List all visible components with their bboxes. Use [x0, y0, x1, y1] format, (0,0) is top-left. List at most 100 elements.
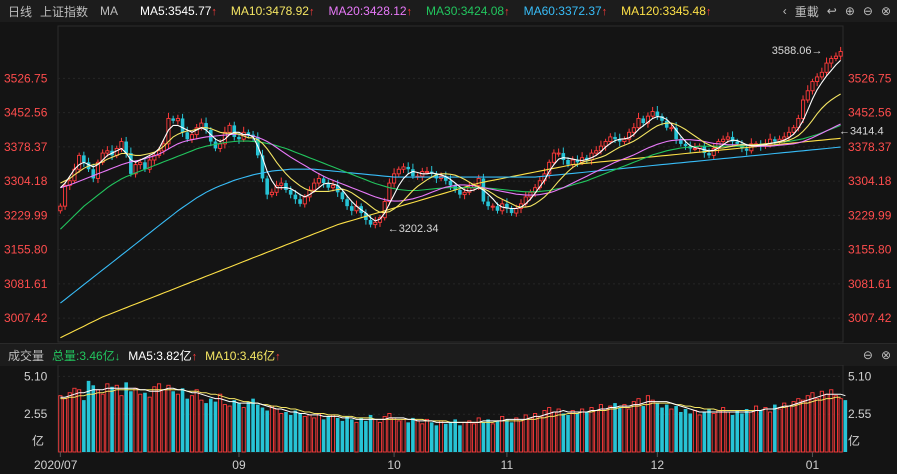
close-icon[interactable]: ⊗: [880, 348, 891, 362]
volume-bar-down: [82, 400, 86, 452]
candle-body-up: [133, 164, 138, 175]
candle-body-up: [138, 161, 143, 166]
volume-bar-up: [547, 407, 552, 453]
volume-bar-down: [288, 414, 293, 452]
candle-body-down: [349, 206, 354, 211]
ma-legend-text: MA30:3424.08: [426, 4, 505, 18]
volume-bar-down: [655, 403, 660, 452]
volume-tick-label-right: 2.55: [848, 407, 872, 421]
price-tick-label-right: 3229.99: [848, 208, 892, 222]
volume-bar-up: [800, 399, 806, 453]
candle-body-up: [805, 90, 810, 101]
volume-bar-down: [443, 423, 448, 452]
chevron-left-icon[interactable]: ‹: [782, 4, 787, 18]
volume-ma5: MA5:3.82亿↑: [128, 348, 198, 363]
candle-body-down: [288, 190, 293, 195]
volume-bar-up: [269, 405, 274, 453]
volume-unit-left: 亿: [32, 433, 44, 448]
volume-header-bar: 成交量 总量:3.46亿↓ MA5:3.82亿↑ MA10:3.46亿↑ ⊖ ⊗: [0, 343, 897, 366]
candle-body-down: [265, 178, 269, 195]
ma-legend-text: MA120:3345.48: [621, 4, 706, 18]
close-icon[interactable]: ⊗: [880, 4, 891, 18]
volume-bar-up: [551, 411, 556, 453]
volume-bar-up: [594, 410, 599, 453]
candle-body-up: [838, 51, 843, 57]
volume-bar-down: [265, 410, 269, 452]
ma-legend-item: MA5:3545.77↑: [140, 4, 217, 18]
candle-body-down: [246, 132, 251, 135]
volume-bar-up: [796, 398, 801, 453]
return-icon[interactable]: ↩: [826, 4, 837, 18]
volume-bar-up: [782, 402, 787, 453]
candle-body-up: [175, 118, 180, 122]
candle-body-down: [232, 125, 237, 137]
candle-body-down: [260, 155, 265, 179]
volume-bar-down: [335, 417, 340, 452]
volume-bar-up: [537, 415, 542, 453]
candle-body-down: [143, 162, 147, 170]
price-plot-frame: [57, 25, 844, 343]
volume-total: 总量:3.46亿↓: [52, 348, 121, 363]
volume-bar-down: [617, 407, 622, 452]
volume-bar-up: [392, 417, 397, 453]
ma-legend-arrow: ↑: [705, 6, 712, 18]
volume-bar-up: [161, 389, 166, 453]
price-tick-label-right: 3526.75: [848, 71, 892, 85]
volume-bar-down: [674, 406, 678, 452]
candle-body-down: [679, 139, 683, 144]
reset-label[interactable]: 重載: [794, 4, 819, 19]
indicator-label[interactable]: MA: [100, 4, 119, 18]
volume-bar-down: [561, 413, 566, 452]
candle-body-up: [711, 148, 716, 156]
zoom-in-icon[interactable]: ⊕: [844, 4, 855, 18]
zoom-out-icon[interactable]: ⊖: [862, 348, 873, 362]
ma-legend: MA5:3545.77↑ MA10:3478.92↑ MA20:3428.12↑ MA…: [126, 4, 711, 18]
index-name[interactable]: 上证指数: [40, 4, 89, 19]
price-controls: ‹ 重載 ↩ ⊕ ⊖ ⊗: [783, 0, 891, 22]
candle-body-up: [791, 127, 796, 133]
volume-bar-down: [843, 400, 848, 452]
volume-bar-down: [345, 416, 349, 452]
ma-legend-arrow: ↑: [308, 6, 315, 18]
candle-body-down: [505, 203, 509, 209]
price-tick-label-left: 3007.42: [4, 311, 48, 325]
volume-bar-up: [382, 415, 387, 453]
candle-body-up: [810, 81, 815, 92]
volume-bar-down: [326, 416, 331, 452]
candlestick-chart: 3526.75 3526.75 3452.56 3452.56 3378.37 3378.…: [4, 25, 892, 343]
period-label[interactable]: 日线: [8, 4, 33, 19]
candle-body-down: [773, 139, 777, 142]
volume-bar-up: [377, 421, 383, 453]
volume-bar-up: [645, 395, 650, 453]
volume-bar-down: [660, 407, 664, 452]
volume-bar-down: [505, 419, 509, 452]
price-tick-label-right: 3304.18: [848, 174, 892, 188]
candle-body-up: [279, 182, 284, 186]
volume-bar-up: [598, 404, 603, 453]
candle-body-up: [490, 205, 495, 208]
volume-bar-up: [829, 389, 834, 453]
volume-bar-down: [773, 404, 777, 452]
candle-body-down: [321, 178, 326, 184]
ma-legend-arrow: ↑: [504, 6, 510, 18]
ma5-line: [60, 59, 841, 222]
candle-body-up: [650, 111, 655, 117]
candle-body-up: [692, 148, 697, 150]
volume-bar-down: [359, 417, 363, 452]
volume-bar-up: [791, 401, 796, 453]
volume-bar-up: [467, 420, 472, 453]
candle-body-down: [509, 208, 514, 214]
candle-body-down: [443, 176, 448, 181]
x-axis-label: 11: [501, 458, 514, 472]
volume-bar-down: [213, 401, 218, 452]
volume-bar-down: [171, 391, 175, 452]
volume-bar-up: [439, 420, 444, 453]
zoom-out-icon[interactable]: ⊖: [862, 4, 873, 18]
ma-legend-item: MA60:3372.37↑: [524, 4, 608, 18]
candle-body-up: [819, 71, 824, 78]
candle-body-up: [147, 159, 152, 170]
volume-bar-up: [420, 423, 425, 453]
candle-body-up: [462, 191, 467, 196]
candle-body-up: [627, 131, 632, 140]
candle-body-down: [655, 111, 660, 117]
